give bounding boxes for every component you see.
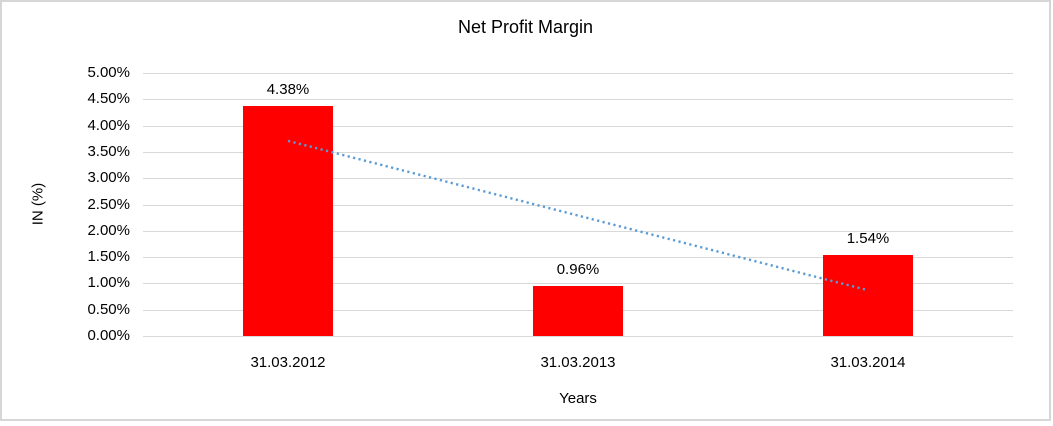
y-tick-label: 3.00% xyxy=(87,169,130,187)
gridline xyxy=(143,99,1013,101)
x-category-label: 31.03.2014 xyxy=(830,354,906,371)
gridline xyxy=(143,73,1013,74)
y-tick-label: 1.00% xyxy=(87,274,130,292)
y-tick-label: 5.00% xyxy=(87,64,130,81)
x-category-label: 31.03.2013 xyxy=(540,354,616,371)
data-label: 1.54% xyxy=(846,229,890,247)
bar-31.03.2014 xyxy=(823,254,913,336)
y-tick-label: 1.50% xyxy=(87,248,130,266)
y-tick-label: 2.50% xyxy=(87,195,130,213)
y-tick-label: 2.00% xyxy=(87,221,130,239)
chart-title: Net Profit Margin xyxy=(457,17,594,37)
gridline xyxy=(143,336,1013,337)
data-label: 4.38% xyxy=(266,80,310,98)
bar-31.03.2012 xyxy=(243,105,333,336)
y-tick-label: 0.00% xyxy=(87,327,130,344)
data-label: 0.96% xyxy=(556,260,600,278)
y-tick-label: 0.50% xyxy=(87,300,130,318)
bar-31.03.2013 xyxy=(533,285,623,336)
plot-area: 4.38% 0.96% 1.54% xyxy=(143,73,1013,337)
gridline xyxy=(143,125,1013,127)
y-tick-label: 4.00% xyxy=(87,116,130,134)
x-category-label: 31.03.2012 xyxy=(250,354,326,371)
x-axis-title: Years xyxy=(559,390,597,407)
y-tick-label: 4.50% xyxy=(87,90,130,108)
y-tick-label: 3.50% xyxy=(87,142,130,160)
